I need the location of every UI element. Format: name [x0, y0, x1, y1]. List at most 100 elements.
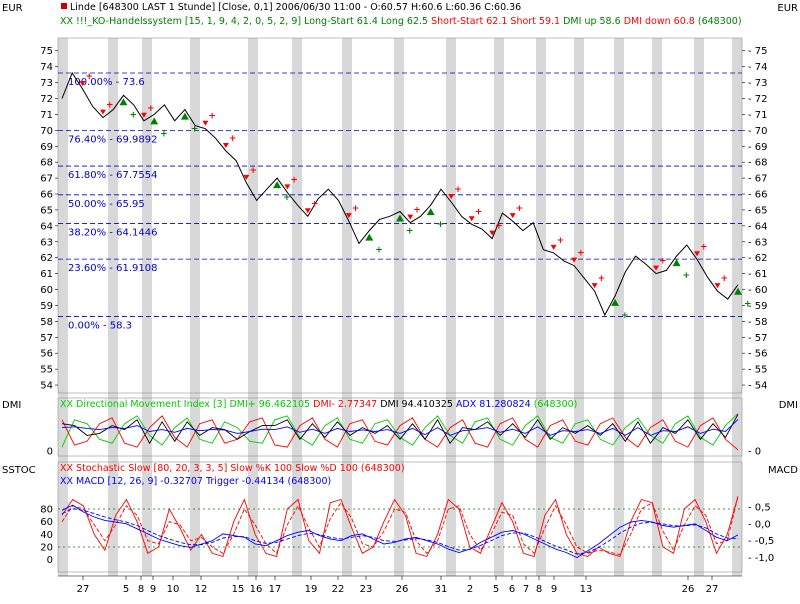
short-signal-marker [694, 251, 701, 257]
plus-marker: + [475, 207, 483, 217]
macd-tick-label: - -0,5 [748, 536, 774, 547]
short-signal-marker [407, 214, 414, 220]
x-tick-label: 17 [269, 584, 282, 595]
short-signal-marker [202, 120, 209, 126]
short-signal-marker [591, 283, 598, 289]
dmi-series-dmi-minus [61, 415, 739, 451]
y-tick-label-left: 73 [40, 78, 53, 89]
y-tick-label-left: 64 [40, 221, 53, 232]
short-signal-marker [222, 143, 229, 149]
session-band [248, 38, 258, 576]
x-tick-label: 22 [332, 584, 345, 595]
fib-level-label: 38.20% - 64.1446 [68, 228, 157, 239]
stoch-panel-frame [57, 461, 743, 573]
x-tick-label: 5 [493, 584, 499, 595]
x-tick-label: 9 [150, 584, 156, 595]
x-tick-label: 8 [536, 584, 542, 595]
y-tick-label-right: - 67 [748, 174, 768, 185]
session-band [394, 38, 404, 576]
plus-marker: + [208, 112, 216, 122]
dmi-legend-part: DMI 94.410325 [380, 399, 456, 410]
x-tick-label: 13 [580, 584, 593, 595]
x-tick-label: 8 [138, 584, 144, 595]
dmi-legend-part: DMI+ 96.462105 [229, 399, 313, 410]
macd-tick-label: - 0,5 [748, 502, 771, 513]
x-tick-label: 6 [509, 584, 515, 595]
y-tick-label-left: 60 [40, 285, 53, 296]
y-tick-label-right: - 57 [748, 333, 768, 344]
session-band [446, 38, 456, 576]
fib-level-label: 23.60% - 61.9108 [68, 263, 157, 274]
fib-level-label: 100.00% - 73.6 [68, 77, 145, 88]
short-signal-marker [79, 80, 86, 86]
dmi-series-adx [61, 419, 739, 436]
y-tick-label-left: 63 [40, 237, 53, 248]
short-signal-marker [448, 193, 455, 199]
x-tick-label: 23 [360, 584, 373, 595]
y-tick-label-right: - 69 [748, 142, 768, 153]
plus-marker: + [352, 204, 360, 214]
system-legend: XX !!!_KO-Handelssystem [15, 1, 9, 4, 2,… [60, 16, 742, 27]
stoch-tick-label: 20 [40, 543, 53, 554]
dmi-series-dmi-plus [61, 413, 739, 448]
y-tick-label-right: - 72 [748, 94, 768, 105]
dmi-legend-part: (648300) [534, 399, 578, 410]
x-tick-label: 10 [167, 584, 180, 595]
dmi-tick-label-right: - 0 [748, 447, 761, 458]
chart-title: Linde [648300 LAST 1 Stunde] [Close, 0,1… [70, 2, 521, 13]
plus-marker: + [375, 246, 383, 256]
session-band [536, 38, 546, 576]
macd-trigger-line [61, 508, 739, 555]
macd-tick-label: - -1,0 [748, 553, 774, 564]
y-tick-label-right: - 74 [748, 62, 768, 73]
x-tick-label: 15 [232, 584, 245, 595]
plus-marker: + [229, 134, 237, 144]
long-signal-marker [734, 287, 742, 295]
y-tick-label-left: 62 [40, 253, 53, 264]
y-tick-label-left: 75 [40, 46, 53, 57]
right-unit-label: EUR [777, 3, 798, 14]
y-tick-label-right: - 58 [748, 317, 768, 328]
macd-right-label: MACD [768, 465, 798, 476]
y-tick-label-right: - 55 [748, 365, 768, 376]
long-signal-marker [119, 98, 128, 106]
dmi-series-dmi [61, 414, 739, 445]
long-signal-marker [273, 181, 282, 189]
x-tick-label: 31 [435, 584, 448, 595]
long-signal-marker [611, 298, 620, 306]
plus-marker: + [437, 220, 445, 230]
plus-marker: + [406, 227, 414, 237]
short-signal-marker [345, 213, 352, 219]
short-signal-marker [284, 184, 291, 190]
x-tick-label: 7 [523, 584, 529, 595]
session-band [694, 38, 704, 576]
session-band [574, 38, 584, 576]
y-tick-label-right: - 64 [748, 221, 768, 232]
short-signal-marker [140, 112, 147, 118]
y-tick-label-right: - 75 [748, 46, 768, 57]
x-tick-label: 19 [305, 584, 318, 595]
system-legend-part: XX !!!_KO-Handelssystem [15, 1, 9, 4, 2,… [60, 16, 431, 27]
macd-tick-label: - 0,0 [748, 519, 771, 530]
plus-marker: + [106, 101, 114, 111]
short-signal-marker [243, 174, 250, 180]
dmi-tick-label-left: 0 [47, 447, 53, 458]
session-band [342, 38, 352, 576]
left-unit-label: EUR [2, 3, 23, 14]
plus-marker: + [683, 271, 691, 281]
short-signal-marker [550, 244, 557, 250]
plus-marker: + [495, 222, 503, 232]
plus-marker: + [577, 249, 585, 259]
y-tick-label-right: - 61 [748, 269, 768, 280]
plus-marker: + [598, 274, 606, 284]
short-signal-marker [489, 230, 496, 236]
stoch-tick-label: 0 [47, 555, 53, 566]
x-tick-label: 2 [467, 584, 473, 595]
plus-marker: + [147, 104, 155, 114]
long-signal-marker [150, 117, 159, 125]
dmi-legend: XX Directional Movement Index [3] DMI+ 9… [60, 399, 577, 410]
plus-marker: + [191, 125, 199, 135]
plus-marker: + [290, 175, 298, 185]
short-signal-marker [468, 216, 475, 222]
